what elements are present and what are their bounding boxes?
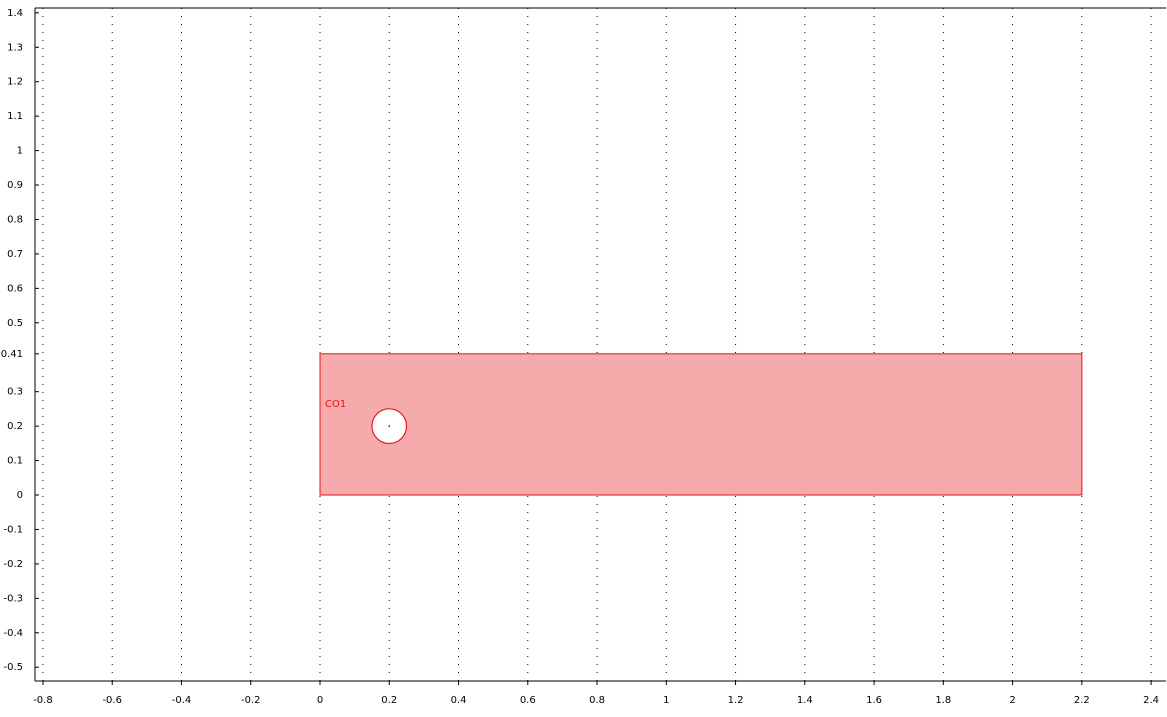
y-tick-label: -0.4 [3,628,23,639]
y-tick-label: 0.6 [7,283,23,294]
y-tick-label: 0.2 [7,421,23,432]
x-tick-label: 2.4 [1143,695,1159,706]
x-tick-label: 0.4 [451,695,467,706]
y-tick-label: 0.41 [1,349,23,360]
y-tick-label: -0.3 [3,593,23,604]
x-tick-label: 1.2 [728,695,744,706]
y-tick-label: 0.9 [7,180,23,191]
domain-rectangle [319,353,1083,496]
y-tick-label: 0.8 [7,214,23,225]
y-tick-label: 1.1 [7,111,23,122]
y-tick-label: 1.2 [7,77,23,88]
x-tick-label: 0.8 [589,695,605,706]
y-tick-label: 0.7 [7,249,23,260]
x-tick-label: 1.8 [935,695,951,706]
x-tick-label: 0.6 [520,695,536,706]
y-tick-label: 0.5 [7,318,23,329]
y-tick-label: 0.3 [7,387,23,398]
y-tick-label: 1.4 [7,8,23,19]
x-tick-label: -0.6 [102,695,122,706]
x-tick-label: 2 [1009,695,1015,706]
domain-label: CO1 [325,399,346,410]
x-tick-label: 1.6 [866,695,882,706]
y-tick-label: 1 [17,146,23,157]
x-tick-label: -0.4 [172,695,192,706]
y-tick-label: 0.1 [7,456,23,467]
y-tick-label: 0 [17,490,23,501]
x-tick-label: -0.8 [33,695,53,706]
y-tick-label: -0.1 [3,524,23,535]
x-tick-label: 0 [317,695,323,706]
circle-center [388,425,391,427]
y-tick-label: 1.3 [7,42,23,53]
x-tick-label: 2.2 [1074,695,1090,706]
y-tick-label: -0.2 [3,559,23,570]
y-tick-label: -0.5 [3,662,23,673]
x-tick-label: 0.2 [381,695,397,706]
x-tick-label: -0.2 [241,695,261,706]
x-tick-label: 1 [663,695,669,706]
x-tick-label: 1.4 [797,695,813,706]
